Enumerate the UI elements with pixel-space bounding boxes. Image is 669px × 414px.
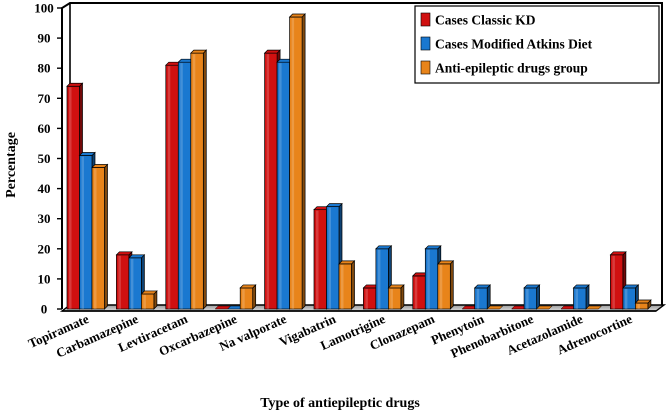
bar <box>585 305 603 310</box>
y-tick-label: 70 <box>38 91 51 106</box>
bar <box>91 163 109 310</box>
bar <box>189 49 208 310</box>
bar <box>288 13 306 310</box>
legend-item: Anti-epileptic drugs group <box>420 60 588 76</box>
y-tick-label: 60 <box>38 121 51 136</box>
y-tick-label: 10 <box>38 271 51 286</box>
legend-label: Cases Classic KD <box>435 13 536 28</box>
legend-box <box>414 5 660 84</box>
bar <box>634 299 652 310</box>
legend-label: Anti-epileptic drugs group <box>435 61 588 76</box>
legend-swatch <box>420 60 431 75</box>
x-axis-categories: TopiramateCarbamazepineLevtiracetamOxcar… <box>26 311 635 361</box>
legend-item: Cases Modified Atkins Diet <box>420 36 593 52</box>
y-tick-label: 30 <box>38 211 51 226</box>
plot-frame <box>59 2 667 312</box>
bars <box>66 13 652 310</box>
y-tick-label: 90 <box>38 31 51 46</box>
y-tick-label: 100 <box>34 1 54 16</box>
y-axis-title: Percentage <box>4 132 19 198</box>
legend-swatch <box>420 12 431 27</box>
legend: Cases Classic KD Cases Modified Atkins Di… <box>414 5 660 84</box>
y-tick-label: 20 <box>38 241 51 256</box>
y-tick-label: 40 <box>38 181 51 196</box>
y-tick-label: 80 <box>38 61 51 76</box>
bar <box>325 202 343 310</box>
bar <box>338 260 356 310</box>
x-axis-title: Type of antiepileptic drugs <box>260 396 420 411</box>
legend-item: Cases Classic KD <box>420 12 536 28</box>
bar <box>535 305 553 310</box>
bar <box>436 260 455 310</box>
bar <box>140 290 158 310</box>
legend-swatch <box>420 36 431 51</box>
bar <box>473 284 492 310</box>
bar <box>387 284 405 310</box>
bar <box>523 284 541 310</box>
bar <box>572 284 590 310</box>
legend-label: Cases Modified Atkins Diet <box>435 37 593 52</box>
y-tick-label: 0 <box>41 302 48 317</box>
y-tick-label: 50 <box>38 151 51 166</box>
bar <box>486 305 504 310</box>
bar <box>239 284 257 310</box>
y-axis: 0 10 20 30 40 50 60 70 80 90 100 <box>34 1 62 317</box>
